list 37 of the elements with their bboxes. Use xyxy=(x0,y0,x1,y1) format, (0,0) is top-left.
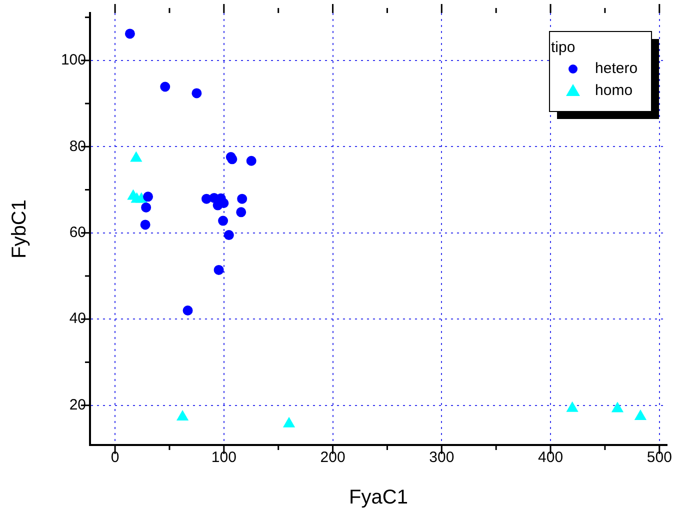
x-tick-label: 0 xyxy=(110,449,120,466)
point xyxy=(124,28,135,39)
point xyxy=(130,152,142,162)
point xyxy=(143,192,154,202)
point xyxy=(237,194,248,204)
y-tick-label: 40 xyxy=(69,310,86,328)
x-axis-title: FyaC1 xyxy=(349,486,408,509)
point xyxy=(160,82,170,92)
x-tick-label: 400 xyxy=(538,449,564,466)
point xyxy=(246,156,256,166)
point xyxy=(218,216,228,226)
x-tick-label: 100 xyxy=(211,449,236,466)
y-tick-label: 20 xyxy=(69,396,86,414)
point xyxy=(612,402,624,412)
point xyxy=(283,417,295,428)
point xyxy=(214,264,224,275)
x-tick-label: 300 xyxy=(429,449,454,466)
point xyxy=(224,230,234,240)
y-tick-label: 80 xyxy=(69,138,86,155)
y-axis-title: FybC1 xyxy=(8,200,31,258)
x-tick-label: 500 xyxy=(646,449,672,466)
point xyxy=(634,410,646,420)
point xyxy=(192,88,202,98)
legend-label: homo xyxy=(595,82,633,100)
y-tick-label: 60 xyxy=(69,224,86,242)
point xyxy=(141,202,152,212)
x-tick-label: 200 xyxy=(320,449,346,466)
legend-title: tipo xyxy=(551,39,576,56)
point xyxy=(236,207,246,218)
point xyxy=(182,305,193,316)
point xyxy=(176,410,188,420)
point xyxy=(140,220,150,230)
y-tick-label: 100 xyxy=(60,52,86,69)
legend-label: hetero xyxy=(595,60,638,78)
point xyxy=(566,402,578,412)
point xyxy=(136,192,148,203)
point xyxy=(227,154,238,164)
